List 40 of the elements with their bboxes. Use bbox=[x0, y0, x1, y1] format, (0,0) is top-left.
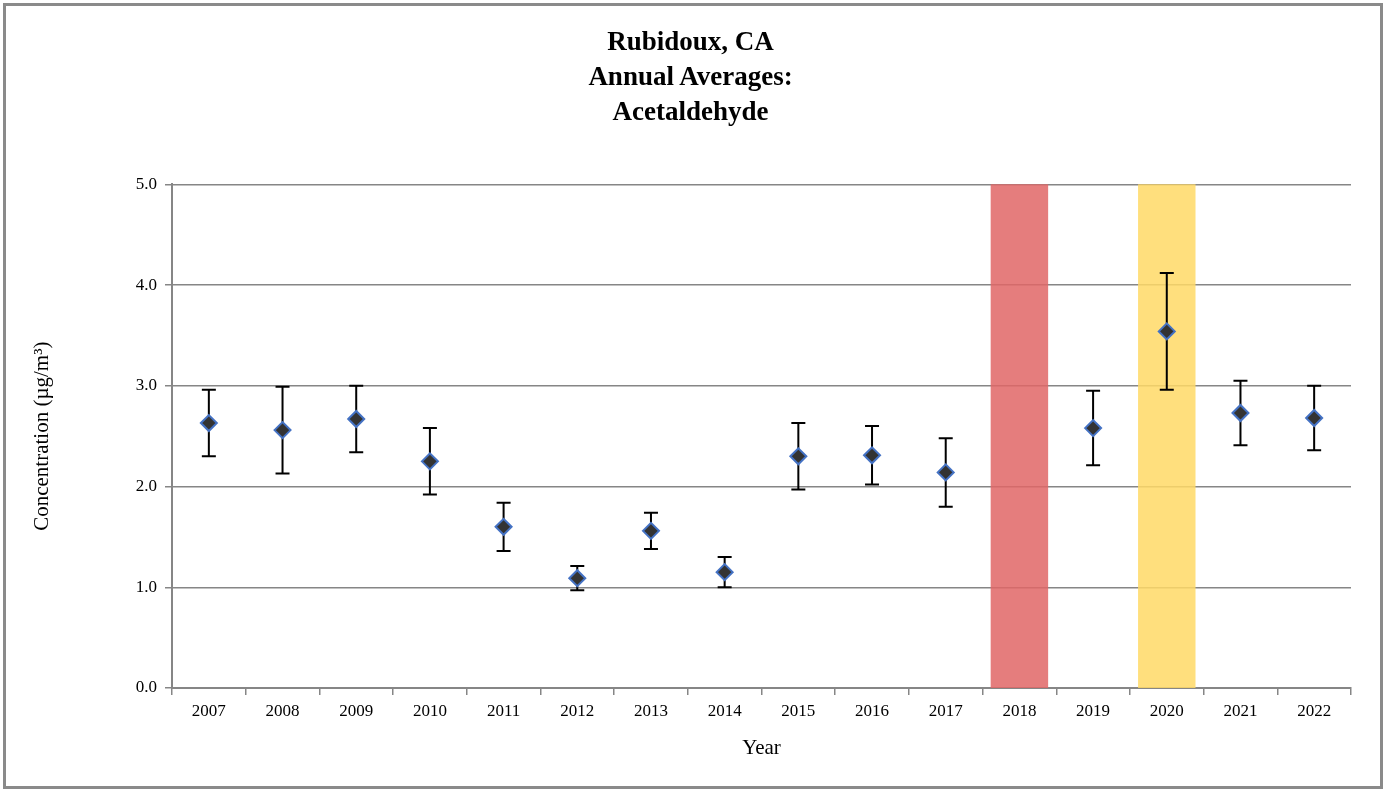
point bbox=[347, 410, 366, 429]
point bbox=[1157, 322, 1176, 341]
x-tick-label: 2020 bbox=[1149, 700, 1184, 720]
x-tick-label: 2016 bbox=[855, 700, 890, 720]
x-tick-label: 2015 bbox=[781, 700, 816, 720]
x-tick-label: 2008 bbox=[265, 700, 300, 720]
point bbox=[715, 563, 734, 582]
x-tick-label: 2011 bbox=[486, 700, 521, 720]
point bbox=[494, 517, 513, 536]
point bbox=[568, 569, 587, 588]
point bbox=[199, 414, 218, 433]
point bbox=[273, 421, 292, 440]
point bbox=[1084, 419, 1103, 438]
x-tick-label: 2019 bbox=[1076, 700, 1111, 720]
x-tick-label: 2009 bbox=[339, 700, 374, 720]
x-tick-label: 2013 bbox=[633, 700, 668, 720]
y-tick-label: 3.0 bbox=[135, 375, 157, 395]
y-tick-label: 0.0 bbox=[135, 677, 157, 697]
x-tick-label: 2021 bbox=[1223, 700, 1258, 720]
x-tick-label: 2017 bbox=[928, 700, 964, 720]
x-tick-label: 2014 bbox=[707, 700, 743, 720]
x-tick-label: 2010 bbox=[412, 700, 447, 720]
point bbox=[641, 521, 660, 540]
chart-title: Rubidoux, CA Annual Averages: Acetaldehyde bbox=[588, 25, 793, 126]
x-tick-label: 2018 bbox=[1002, 700, 1037, 720]
point bbox=[936, 463, 955, 482]
x-tick-label: 2022 bbox=[1297, 700, 1332, 720]
y-tick-label: 4.0 bbox=[135, 274, 157, 294]
y-tick-label: 5.0 bbox=[135, 173, 157, 193]
x-tick-label: 2007 bbox=[191, 700, 227, 720]
point bbox=[789, 447, 808, 466]
point bbox=[863, 446, 882, 465]
point bbox=[1231, 403, 1250, 422]
y-tick-label: 2.0 bbox=[135, 475, 157, 495]
y-tick-label: 1.0 bbox=[135, 576, 157, 596]
point bbox=[420, 452, 439, 471]
y-axis-title: Concentration (µg/m³) bbox=[29, 341, 54, 531]
point bbox=[1305, 409, 1324, 428]
x-axis-title: Year bbox=[742, 734, 781, 759]
x-tick-label: 2012 bbox=[560, 700, 595, 720]
